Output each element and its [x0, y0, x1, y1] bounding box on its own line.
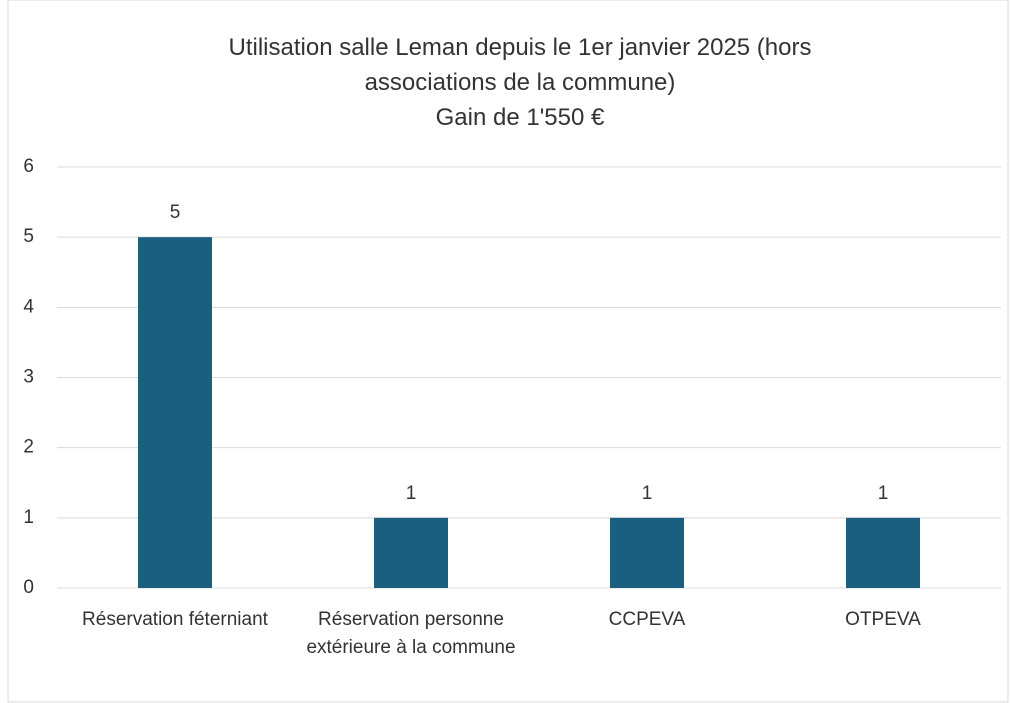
y-tick-label: 4 — [23, 296, 34, 317]
y-tick-label: 6 — [23, 156, 34, 177]
x-tick-label: OTPEVA — [845, 609, 921, 630]
y-tick-label: 1 — [23, 507, 34, 528]
bar — [374, 517, 448, 588]
bar — [138, 237, 212, 588]
chart-subtitle: Gain de 1'550 € — [435, 104, 605, 131]
x-tick-label: Réservation féterniant — [82, 609, 268, 630]
y-tick-label: 0 — [23, 577, 34, 598]
y-tick-label: 2 — [23, 437, 34, 458]
y-tick-label: 3 — [23, 367, 34, 388]
data-label: 1 — [878, 483, 889, 504]
chart-title: Utilisation salle Leman depuis le 1er ja… — [228, 34, 812, 96]
chart-border — [7, 0, 1009, 703]
bar — [846, 517, 920, 588]
data-label: 1 — [406, 483, 417, 504]
bar — [610, 517, 684, 588]
x-tick-label: Réservation personne extérieure à la com… — [306, 609, 516, 658]
data-label: 5 — [170, 202, 181, 223]
x-tick-label: CCPEVA — [608, 609, 686, 630]
data-label: 1 — [642, 483, 653, 504]
y-tick-label: 5 — [23, 226, 34, 247]
